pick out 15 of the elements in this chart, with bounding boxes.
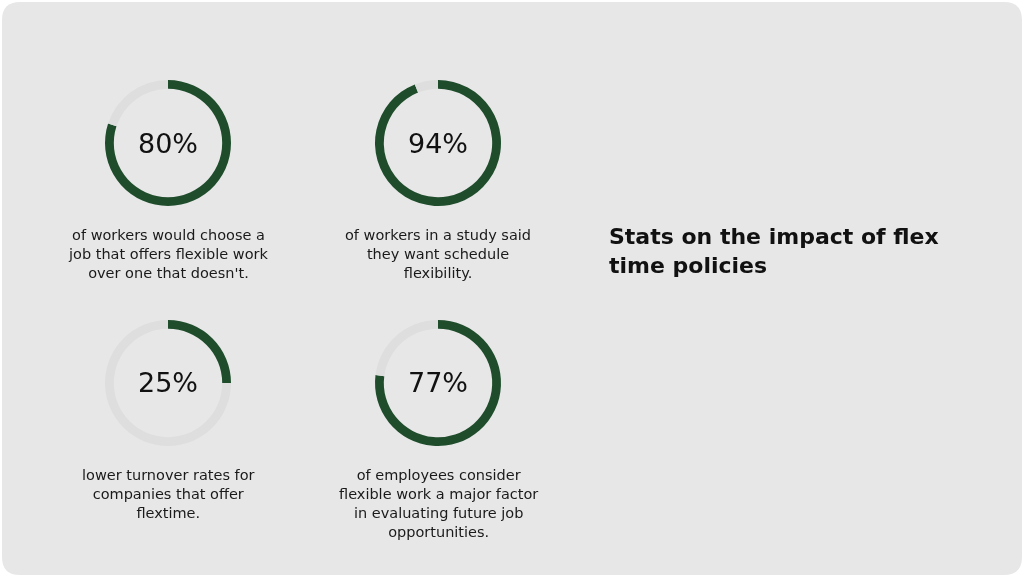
donut-slice (375, 80, 501, 206)
donut-slice (375, 320, 501, 446)
data-label: 25% (138, 367, 199, 398)
data-label: 80% (138, 128, 199, 159)
donut-slice (105, 80, 231, 206)
text: of workers would choose a job that offers flexible work over one that doesn't. (68, 227, 269, 281)
text: lower turnover rates for companies that offer flextime. (82, 467, 255, 521)
text: of employees consider flexible work a major factor in evaluating future job opportunities. (339, 467, 539, 540)
text: of workers in a study said they want schedule flexibility. (345, 227, 532, 281)
data-label: 94% (408, 128, 469, 159)
donut-slice (108, 80, 168, 127)
donut-slice (414, 80, 438, 93)
text: Stats on the impact of flex time policies (609, 224, 939, 278)
donut-slice (105, 320, 231, 446)
data-label: 77% (408, 367, 469, 398)
